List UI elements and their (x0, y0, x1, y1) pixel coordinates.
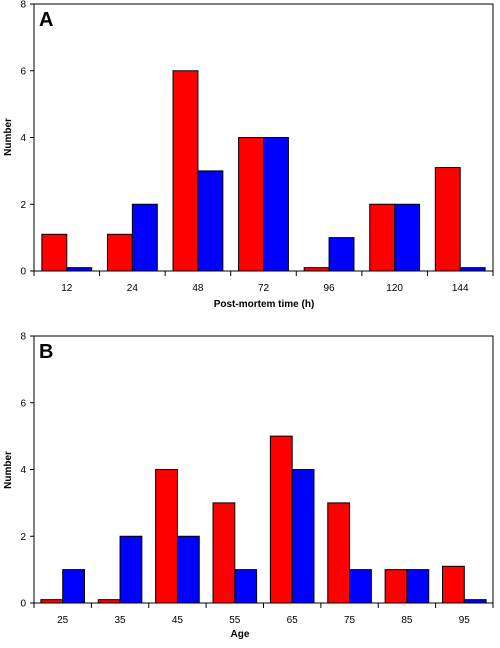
x-tick-label-b-55: 55 (229, 615, 241, 626)
y-tick-label-b-0: 0 (20, 599, 26, 610)
x-tick-label-a-120: 120 (386, 283, 403, 294)
x-tick-label-b-65: 65 (287, 615, 299, 626)
y-tick-label-b-8: 8 (20, 332, 26, 343)
bar-b-series-1-95 (442, 565, 465, 604)
bar-b-series-2-25 (62, 569, 85, 604)
x-tick-label-b-35: 35 (115, 615, 127, 626)
bar-b-series-1-65 (269, 435, 293, 604)
bar-a-series-1-120 (369, 203, 396, 272)
bar-a-series-1-96 (303, 267, 330, 272)
bar-b-series-2-85 (406, 569, 430, 604)
y-axis-title-b: Number (3, 451, 14, 489)
x-axis-ticks-a: 12 24 48 72 96 120 144 (33, 271, 494, 294)
x-tick-label-b-85: 85 (401, 615, 413, 626)
y-tick-label-a-2: 2 (20, 200, 26, 211)
chart-panel-b: B 0 2 4 6 8 25 35 45 55 65 75 85 95 Number Age (3, 332, 494, 640)
x-tick-label-a-96: 96 (324, 283, 336, 294)
bar-b-series-1-35 (97, 599, 121, 604)
x-tick-label-a-24: 24 (127, 283, 139, 294)
bar-a-series-1-12 (41, 233, 68, 272)
x-tick-label-b-45: 45 (172, 615, 184, 626)
x-tick-label-a-12: 12 (61, 283, 73, 294)
bar-b-series-1-75 (327, 502, 351, 604)
bar-a-series-1-48 (172, 70, 199, 272)
x-axis-title-b: Age (231, 629, 250, 640)
bar-b-series-2-35 (119, 535, 143, 604)
y-tick-label-b-2: 2 (20, 532, 26, 543)
panel-label-b: B (39, 341, 53, 363)
bar-a-series-2-96 (328, 237, 355, 272)
y-tick-label-a-0: 0 (20, 267, 26, 278)
x-axis-title-a: Post-mortem time (h) (214, 299, 315, 310)
panel-label-a: A (39, 9, 53, 31)
y-tick-label-a-6: 6 (20, 66, 26, 77)
y-axis-title-a: Number (3, 118, 14, 156)
bar-a-series-1-24 (106, 233, 133, 272)
y-axis-ticks-a: 0 2 4 6 8 (20, 0, 34, 278)
y-tick-label-b-6: 6 (20, 398, 26, 409)
x-tick-label-b-95: 95 (459, 615, 471, 626)
bar-b-series-2-95 (463, 599, 487, 604)
bar-b-series-2-45 (176, 535, 200, 604)
x-tick-label-b-25: 25 (57, 615, 69, 626)
bar-b-series-1-25 (40, 599, 64, 604)
x-tick-label-a-144: 144 (452, 283, 469, 294)
bar-b-series-1-55 (212, 502, 236, 604)
bar-a-series-1-72 (238, 137, 265, 272)
bars-b (40, 435, 487, 604)
bars-a (41, 70, 486, 272)
bar-a-series-2-144 (459, 267, 486, 272)
y-tick-label-a-8: 8 (20, 0, 26, 11)
bar-b-series-2-75 (349, 569, 372, 604)
bar-b-series-2-65 (291, 469, 315, 604)
bar-b-series-2-55 (234, 569, 258, 604)
bar-b-series-1-45 (155, 469, 178, 604)
bar-a-series-2-72 (263, 137, 289, 272)
x-tick-label-a-72: 72 (258, 283, 270, 294)
bar-a-series-2-120 (394, 203, 421, 272)
bar-b-series-1-85 (384, 569, 408, 604)
bar-a-series-1-144 (434, 167, 461, 272)
bar-a-series-2-48 (197, 170, 224, 272)
bar-a-series-2-12 (66, 267, 93, 272)
plot-area-b (33, 335, 494, 604)
x-tick-label-b-75: 75 (344, 615, 356, 626)
bar-a-series-2-24 (131, 203, 158, 272)
y-tick-label-a-4: 4 (20, 133, 26, 144)
y-axis-ticks-b: 0 2 4 6 8 (20, 332, 34, 610)
x-axis-ticks-b: 25 35 45 55 65 75 85 95 (33, 603, 494, 626)
y-tick-label-b-4: 4 (20, 465, 26, 476)
x-tick-label-a-48: 48 (192, 283, 204, 294)
